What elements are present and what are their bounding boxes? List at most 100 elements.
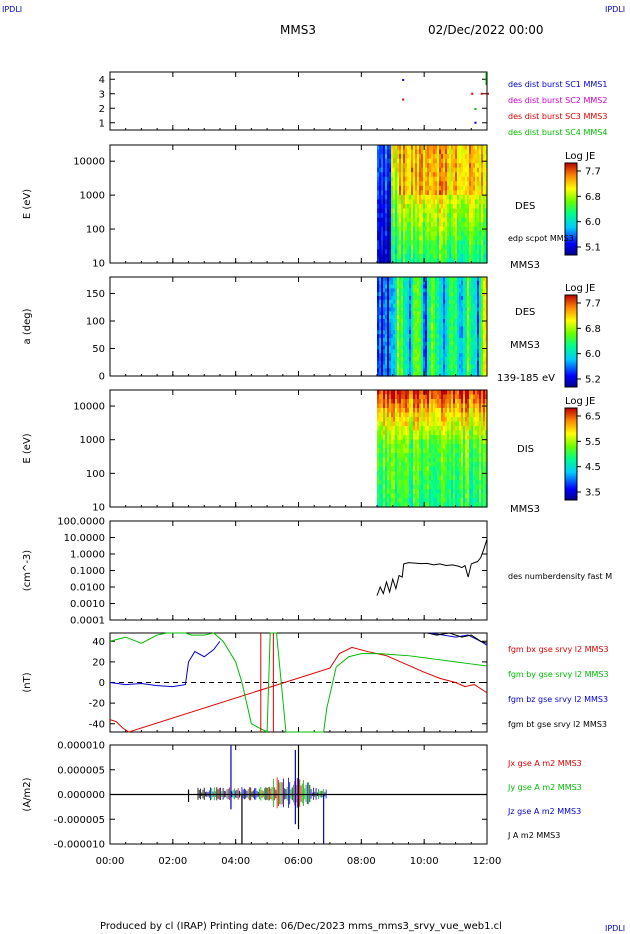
spectrogram-cell [391, 154, 394, 160]
spectrogram-cell [449, 372, 452, 377]
spectrogram-cell [467, 213, 470, 219]
spectrogram-cell [397, 296, 400, 301]
spectrogram-cell [383, 249, 386, 255]
spectrogram-cell [411, 244, 414, 250]
spectrogram-cell [463, 439, 466, 445]
spectrogram-cell [449, 390, 452, 396]
spectrogram-cell [423, 403, 426, 409]
spectrogram-cell [433, 296, 436, 301]
spectrogram-cell [401, 253, 404, 260]
spectrogram-cell [459, 399, 462, 405]
spectrogram-cell [463, 502, 466, 508]
spectrogram-cell [473, 493, 476, 499]
spectrogram-cell [389, 258, 392, 264]
spectrogram-cell [433, 435, 436, 441]
spectrogram-cell [411, 337, 414, 343]
spectrogram-cell [451, 412, 454, 418]
spectrogram-cell [443, 315, 446, 320]
y-tick-label: 0 [99, 678, 105, 689]
spectrogram-cell [437, 356, 440, 362]
spectrogram-cell [411, 353, 414, 358]
spectrogram-cell [457, 296, 460, 301]
spectrogram-cell [473, 307, 476, 312]
spectrogram-cell [463, 315, 466, 320]
spectrogram-cell [439, 326, 442, 331]
spectrogram-cell [399, 288, 402, 293]
spectrogram-cell [423, 244, 426, 250]
spectrogram-cell [447, 253, 450, 260]
spectrogram-cell [481, 163, 484, 169]
spectrogram-cell [455, 199, 458, 205]
spectrogram-cell [387, 403, 390, 409]
spectrogram-cell [445, 240, 448, 246]
spectrogram-cell [471, 167, 474, 173]
spectrogram-cell [439, 430, 442, 436]
spectrogram-cell [421, 158, 424, 164]
spectrogram-cell [427, 145, 430, 151]
spectrogram-cell [439, 493, 442, 499]
spectrogram-cell [471, 356, 474, 362]
spectrogram-cell [383, 345, 386, 350]
spectrogram-cell [453, 399, 456, 405]
spectrogram-cell [481, 448, 484, 454]
spectrogram-cell [455, 185, 458, 191]
spectrogram-cell [411, 435, 414, 441]
spectrogram-cell [395, 484, 398, 490]
spectrogram-cell [469, 190, 472, 196]
spectrogram-cell [407, 489, 410, 495]
spectrogram-cell [481, 330, 484, 335]
spectrogram-cell [465, 471, 468, 477]
spectrogram-cell [433, 145, 436, 151]
spectrogram-cell [449, 435, 452, 441]
spectrogram-cell [435, 356, 438, 362]
spectrogram-cell [395, 235, 398, 241]
spectrogram-cell [445, 475, 448, 481]
spectrogram-cell [467, 475, 470, 481]
spectrogram-cell [413, 280, 416, 286]
spectrogram-cell [439, 288, 442, 293]
spectrogram-cell [425, 315, 428, 320]
spectrogram-cell [387, 258, 390, 264]
spectrogram-cell [435, 244, 438, 250]
colorbar-tick-label: 5.2 [585, 375, 601, 386]
spectrogram-cell [439, 296, 442, 301]
spectrogram-cell [439, 303, 442, 309]
spectrogram-cell [379, 194, 382, 201]
spectrogram-cell [445, 307, 448, 312]
spectrogram-cell [485, 480, 488, 486]
spectrogram-cell [427, 235, 430, 241]
spectrogram-cell [459, 426, 462, 432]
spectrogram-cell [417, 453, 420, 459]
spectrogram-cell [403, 484, 406, 490]
spectrogram-cell [441, 249, 444, 255]
spectrogram-cell [415, 208, 418, 214]
spectrogram-cell [475, 149, 478, 155]
spectrogram-cell [415, 231, 418, 237]
spectrogram-cell [401, 307, 404, 312]
spectrogram-cell [399, 299, 402, 305]
spectrogram-cell [429, 315, 432, 320]
spectrogram-cell [459, 498, 462, 504]
spectrogram-cell [485, 457, 488, 463]
spectrogram-cell [409, 258, 412, 264]
spectrogram-cell [381, 489, 384, 495]
spectrogram-cell [421, 315, 424, 320]
spectrogram-cell [469, 292, 472, 297]
y-axis-label: (A/m2) [22, 777, 33, 811]
spectrogram-cell [479, 466, 482, 472]
spectrogram-cell [445, 457, 448, 463]
spectrogram-cell [441, 217, 444, 223]
spectrogram-cell [439, 213, 442, 219]
spectrogram-cell [465, 258, 468, 264]
spectrogram-cell [441, 258, 444, 264]
spectrogram-cell [403, 326, 406, 331]
spectrogram-cell [463, 421, 466, 427]
spectrogram-cell [461, 435, 464, 441]
spectrogram-cell [391, 240, 394, 246]
spectrogram-cell [409, 462, 412, 468]
spectrogram-cell [469, 284, 472, 290]
spectrogram-cell [423, 345, 426, 350]
spectrogram-cell [389, 448, 392, 454]
spectrogram-cell [385, 430, 388, 436]
spectrogram-cell [431, 315, 434, 320]
